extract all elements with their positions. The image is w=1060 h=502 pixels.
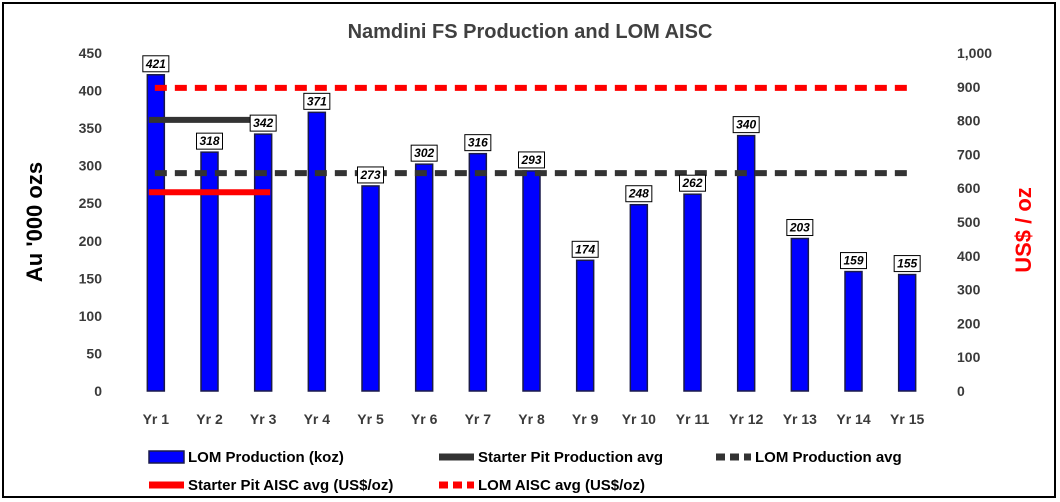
data-label: 421 <box>145 57 166 71</box>
y2-tick-label: 100 <box>957 349 981 365</box>
data-label-box <box>893 255 921 273</box>
legend-label: Starter Pit AISC avg (US$/oz) <box>188 477 393 494</box>
bar <box>307 111 327 392</box>
category-label: Yr 9 <box>572 411 599 427</box>
data-label: 316 <box>468 136 488 150</box>
category-label: Yr 6 <box>411 411 438 427</box>
y-tick-label: 150 <box>79 270 103 286</box>
bar <box>897 273 917 392</box>
category-labels: Yr 1 Yr 2 Yr 3 Yr 4 Yr 5 Yr 6 Yr 7 Yr 8 Yr 9 Yr 1… <box>143 411 925 427</box>
data-label-box <box>786 219 814 237</box>
data-label: 262 <box>681 176 702 190</box>
category-label: Yr 11 <box>676 411 710 427</box>
data-label-box <box>840 252 867 270</box>
category-label: Yr 2 <box>196 411 223 427</box>
right-axis-ticks: 0 100 200 300 400 500 600 700 800 900 1,000 <box>957 45 992 399</box>
category-label: Yr 3 <box>250 411 277 427</box>
y-tick-label: 250 <box>79 195 103 211</box>
category-label: Yr 7 <box>465 411 492 427</box>
bar <box>414 163 434 392</box>
bar <box>790 237 810 392</box>
data-label-box <box>571 240 599 258</box>
category-label: Yr 1 <box>143 411 170 427</box>
bar-series <box>146 74 917 392</box>
data-labels: 421 318 342 371 273 302 316 293 174 248 262 340 203 1… <box>142 55 921 273</box>
data-label: 248 <box>628 187 649 201</box>
data-label: 273 <box>359 168 380 182</box>
y2-tick-label: 0 <box>957 383 965 399</box>
bar <box>736 134 756 392</box>
bar <box>253 133 273 392</box>
bar <box>361 185 380 392</box>
y2-tick-label: 900 <box>957 79 981 95</box>
y-tick-label: 400 <box>79 83 103 99</box>
data-label-box <box>518 151 545 169</box>
data-label-box <box>625 185 653 203</box>
legend-swatch <box>148 450 185 464</box>
data-label-box <box>303 92 331 110</box>
bar <box>683 193 702 392</box>
data-label-box <box>142 55 170 73</box>
legend-label: LOM AISC avg (US$/oz) <box>478 477 645 494</box>
bar <box>468 152 488 392</box>
bar <box>146 74 166 392</box>
chart: Namdini FS Production and LOM AISC Au '0… <box>22 21 1036 494</box>
data-label: 342 <box>253 116 273 130</box>
y-tick-label: 450 <box>79 45 103 61</box>
category-label: Yr 14 <box>836 411 870 427</box>
category-label: Yr 10 <box>622 411 656 427</box>
legend-label: LOM Production avg <box>755 449 902 466</box>
bar <box>844 270 863 392</box>
bar <box>629 203 649 392</box>
left-axis-ticks: 0 50 100 150 200 250 300 350 400 450 <box>79 45 103 399</box>
data-label: 203 <box>789 221 810 235</box>
y2-tick-label: 700 <box>957 146 981 162</box>
y2-tick-label: 600 <box>957 180 981 196</box>
legend-label: Starter Pit Production avg <box>478 449 663 466</box>
data-label-box <box>464 134 492 152</box>
category-label: Yr 5 <box>357 411 384 427</box>
data-label-box <box>249 114 277 132</box>
legend-label: LOM Production (koz) <box>188 449 344 466</box>
data-label: 302 <box>414 146 434 160</box>
y-tick-label: 200 <box>79 233 103 249</box>
bar <box>200 151 219 392</box>
y-axis-label: Au '000 ozs <box>22 162 47 282</box>
data-label-box <box>410 144 438 162</box>
category-label: Yr 4 <box>304 411 331 427</box>
y2-tick-label: 300 <box>957 282 981 298</box>
data-label: 174 <box>575 242 595 256</box>
y2-tick-label: 500 <box>957 214 981 230</box>
category-label: Yr 13 <box>783 411 817 427</box>
y-tick-label: 100 <box>79 308 103 324</box>
y2-tick-label: 800 <box>957 113 981 129</box>
data-label-box <box>679 174 706 192</box>
data-label: 155 <box>897 257 917 271</box>
data-label: 371 <box>307 94 327 108</box>
bar <box>522 170 541 392</box>
category-label: Yr 12 <box>729 411 763 427</box>
data-label-box <box>196 132 223 150</box>
category-label: Yr 8 <box>518 411 545 427</box>
chart-title: Namdini FS Production and LOM AISC <box>348 21 713 43</box>
data-label: 159 <box>843 254 863 268</box>
y2-tick-label: 200 <box>957 315 981 331</box>
y2-tick-label: 400 <box>957 248 981 264</box>
data-label-box <box>357 166 384 184</box>
bar <box>575 259 595 392</box>
y2-tick-label: 1,000 <box>957 45 992 61</box>
data-label-box <box>732 116 760 134</box>
y-tick-label: 350 <box>79 120 103 136</box>
category-label: Yr 15 <box>890 411 924 427</box>
y-tick-label: 0 <box>94 383 102 399</box>
legend: LOM Production (koz) Starter Pit Producti… <box>148 449 902 494</box>
y2-axis-label: US$ / oz <box>1011 187 1036 273</box>
data-label: 318 <box>199 134 219 148</box>
y-tick-label: 50 <box>86 345 102 361</box>
data-label: 293 <box>520 153 541 167</box>
data-label: 340 <box>736 118 756 132</box>
y-tick-label: 300 <box>79 158 103 174</box>
